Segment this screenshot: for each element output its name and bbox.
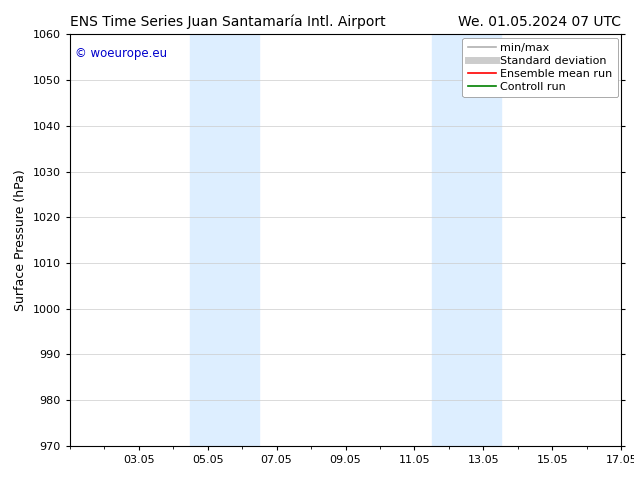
Legend: min/max, Standard deviation, Ensemble mean run, Controll run: min/max, Standard deviation, Ensemble me…	[462, 38, 618, 97]
Y-axis label: Surface Pressure (hPa): Surface Pressure (hPa)	[14, 169, 27, 311]
Bar	[432, 34, 501, 446]
Bar	[190, 34, 259, 446]
Text: We. 01.05.2024 07 UTC: We. 01.05.2024 07 UTC	[458, 15, 621, 29]
Text: ENS Time Series Juan Santamaría Intl. Airport: ENS Time Series Juan Santamaría Intl. Ai…	[70, 15, 385, 29]
Text: © woeurope.eu: © woeurope.eu	[75, 47, 167, 60]
